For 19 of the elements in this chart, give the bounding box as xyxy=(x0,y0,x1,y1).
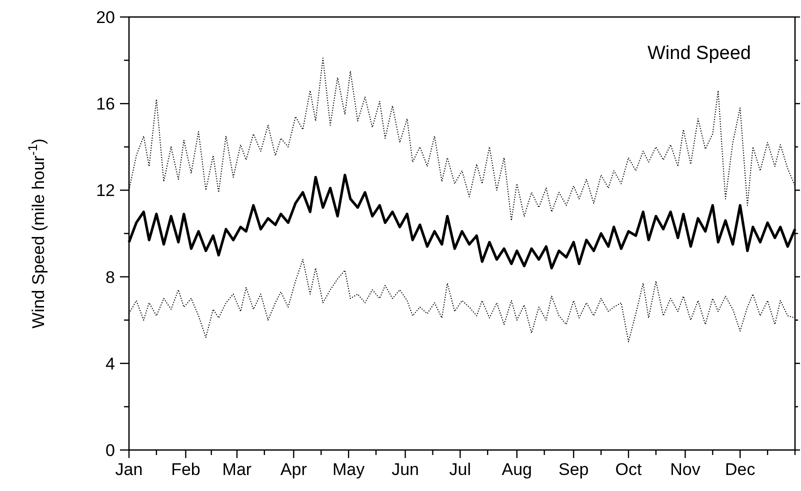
y-tick-label: 12 xyxy=(96,181,115,200)
x-tick-label: Feb xyxy=(171,460,200,479)
x-tick-label: Sep xyxy=(558,460,589,479)
x-tick-label: Jun xyxy=(392,460,419,479)
text: Wind Speed xyxy=(647,43,751,64)
x-tick-label: Nov xyxy=(670,460,701,479)
x-tick-label: Jul xyxy=(449,460,472,479)
x-tick-label: Oct xyxy=(615,460,642,479)
x-tick-label: May xyxy=(332,460,366,479)
x-tick-label: Aug xyxy=(502,460,532,479)
y-tick-label: 16 xyxy=(96,94,115,114)
x-tick-label: Dec xyxy=(724,460,756,479)
y-tick-label: 20 xyxy=(96,8,115,27)
y-tick-label: 4 xyxy=(106,354,115,374)
x-tick-label: Jan xyxy=(115,460,143,479)
x-tick-label: Mar xyxy=(222,460,252,479)
y-tick-label: 0 xyxy=(106,441,115,460)
x-tick-label: Apr xyxy=(280,460,308,479)
y-tick-label: 8 xyxy=(106,268,115,287)
